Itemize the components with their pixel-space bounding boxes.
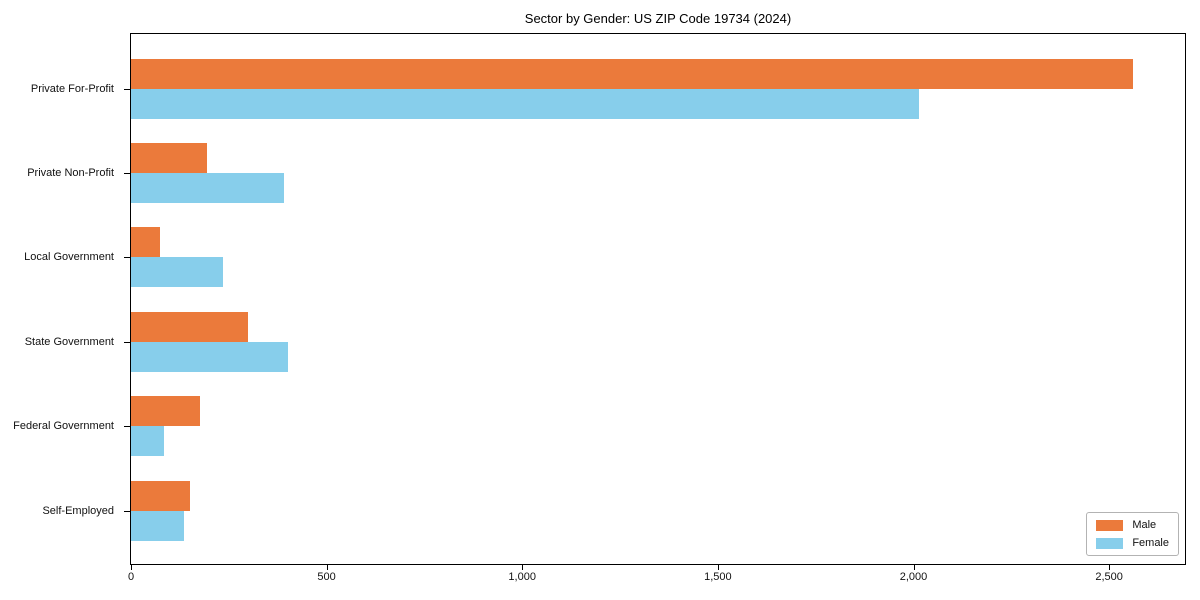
x-tick-mark [131,565,132,570]
bar-male-4 [131,396,200,427]
y-axis-label: Self-Employed [42,504,114,517]
bar-male-1 [131,142,208,173]
y-axis-label: Private Non-Profit [27,166,114,179]
x-tick-mark [1109,565,1111,570]
bar-female-1 [131,172,284,203]
y-axis-label: Private For-Profit [30,82,114,95]
y-axis-label: State Government [24,335,114,348]
x-tick-label: 500 [317,571,336,583]
bar-male-5 [131,480,190,511]
legend-label: Female [1132,537,1169,549]
bar-female-0 [131,88,920,119]
legend: Male Female [1086,512,1179,556]
y-tick-mark [124,426,130,428]
x-tick-label: 1,500 [704,571,732,583]
chart-title: Sector by Gender: US ZIP Code 19734 (202… [524,11,792,26]
y-tick-mark [124,88,130,90]
bar-female-4 [131,426,165,457]
legend-label: Male [1132,519,1157,531]
y-tick-mark [124,257,130,259]
y-axis-label: Federal Government [13,420,114,433]
x-tick-label: 2,500 [1095,571,1123,583]
x-tick-label: 0 [127,571,135,583]
bar-female-2 [131,257,223,288]
y-axis-label: Local Government [24,251,114,264]
x-tick-mark [717,565,719,570]
x-tick-mark [913,565,915,570]
bar-male-3 [131,311,249,342]
x-tick-label: 2,000 [899,571,928,583]
legend-row-male: Male [1096,519,1169,531]
legend-row-female: Female [1096,537,1169,549]
y-tick-mark [124,341,130,343]
y-tick-mark [124,510,130,512]
x-tick-mark [326,565,328,570]
x-tick-label: 1,000 [508,571,536,583]
bar-male-2 [131,227,161,258]
bar-female-5 [131,510,184,541]
bar-male-0 [131,58,1133,89]
x-tick-mark [522,565,524,570]
legend-swatch-male [1096,519,1124,531]
legend-swatch-female [1096,537,1124,549]
bar-female-3 [131,341,288,372]
plot-area: Male Female [130,33,1186,565]
y-tick-mark [124,172,130,174]
